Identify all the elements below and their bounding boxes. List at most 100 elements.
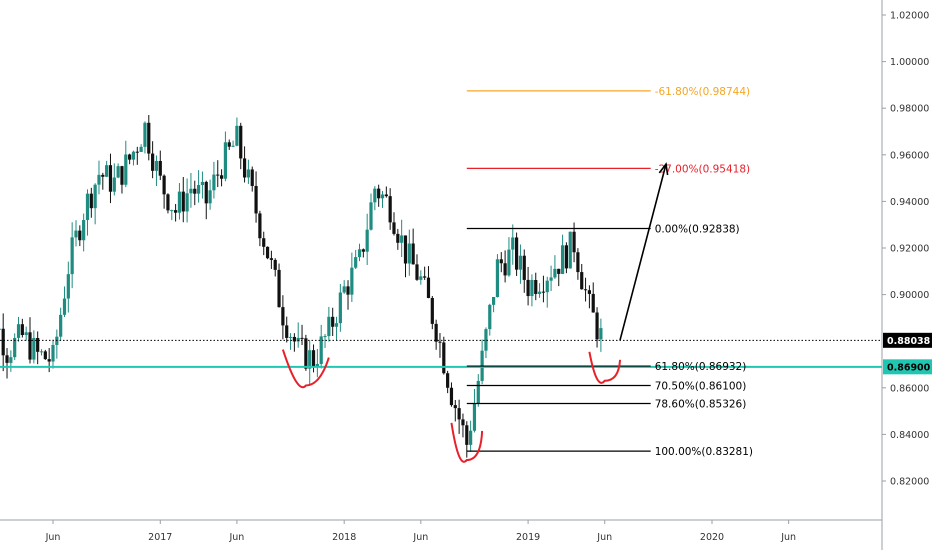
red-curve (281, 349, 330, 389)
candle-body (396, 233, 400, 243)
fib-level-label: -27.00%(0.95418) (655, 163, 750, 175)
candle-body (239, 125, 243, 159)
support-price-badge: 0.86900 (887, 363, 931, 374)
candle-body (154, 160, 159, 171)
candle-body (262, 238, 266, 247)
projection-arrow-head (658, 162, 669, 176)
candle-body (537, 291, 542, 294)
y-tick-label: 0.82000 (890, 477, 929, 488)
candle-body (380, 194, 385, 199)
candle-body (89, 193, 93, 209)
y-tick-label: 1.00000 (890, 57, 929, 68)
candle-body (595, 312, 599, 340)
candle-body (511, 237, 515, 250)
x-tick-label: 2020 (700, 532, 724, 543)
candle-body (541, 291, 546, 293)
candle-body (365, 229, 369, 252)
candle-body (568, 231, 572, 269)
candle-body (292, 336, 296, 342)
candle-body (526, 279, 530, 297)
candle-body (181, 191, 185, 212)
y-tick-label: 0.92000 (890, 244, 929, 255)
candle-body (55, 336, 59, 345)
x-tick-label: 2019 (516, 532, 540, 543)
candle-body (93, 184, 97, 209)
candle-body (338, 292, 342, 324)
candle-body (296, 337, 300, 342)
candle-body (74, 230, 78, 238)
candle-body (39, 351, 44, 353)
candle-body (319, 336, 323, 364)
candle-body (196, 185, 201, 194)
annotations-layer (281, 162, 669, 463)
candle-body (288, 336, 293, 338)
candle-body (373, 188, 377, 203)
candle-body (82, 220, 86, 241)
candle-body (1, 328, 5, 356)
candle-body (392, 222, 396, 234)
candle-body (549, 277, 553, 281)
candle-body (553, 268, 557, 278)
candle-body (472, 403, 477, 431)
candle-body (488, 304, 492, 330)
candle-body (36, 337, 40, 352)
candle-body (530, 280, 534, 297)
fib-level-label: 78.60%(0.85326) (655, 399, 747, 411)
candle-body (16, 324, 21, 338)
candle-body (116, 166, 120, 178)
candle-body (388, 196, 392, 223)
candle-body (147, 122, 151, 154)
last-price-badge-bg (883, 332, 932, 348)
candle-body (442, 342, 446, 374)
candle-body (131, 151, 136, 160)
candle-body (242, 158, 247, 178)
y-tick-label: 0.94000 (890, 197, 929, 208)
candle-body (507, 249, 511, 276)
candle-body (323, 336, 327, 338)
candle-body (465, 425, 469, 445)
candle-body (369, 202, 373, 230)
candle-body (499, 259, 503, 264)
x-tick-label: Jun (412, 532, 428, 543)
fib-level-label: 100.00%(0.83281) (655, 446, 753, 458)
candle-body (357, 249, 362, 258)
candle-body (85, 193, 90, 221)
candle-body (204, 181, 208, 204)
x-tick-label: Jun (45, 532, 61, 543)
candle-body (415, 264, 419, 280)
candle-body (354, 257, 358, 268)
candle-body (219, 175, 224, 179)
x-axis: Jun 2017 Jun 2018 Jun 2019 Jun 2020 Jun (0, 519, 882, 543)
candle-body (78, 230, 82, 241)
candle-body (403, 235, 408, 264)
candle-body (377, 188, 381, 199)
candle-body (560, 245, 565, 274)
candle-body (315, 363, 319, 368)
candle-body (461, 419, 465, 426)
candle-body (128, 154, 132, 160)
candle-body (101, 174, 105, 177)
candle-body (170, 210, 174, 212)
y-axis: 1.02000 1.00000 0.98000 0.96000 0.94000 0.920… (881, 0, 932, 550)
candle-body (342, 286, 346, 293)
candle-body (162, 175, 166, 195)
candle-body (212, 174, 216, 191)
candle-body (503, 263, 507, 276)
candle-body (334, 323, 339, 327)
candle-body (545, 280, 549, 293)
candle-body (231, 145, 235, 147)
x-tick-label: Jun (780, 532, 796, 543)
candle-body (124, 154, 128, 185)
x-tick-label: 2017 (148, 532, 172, 543)
candle-body (564, 245, 569, 269)
candle-body (47, 359, 51, 362)
candle-body (308, 350, 312, 369)
candle-body (346, 286, 350, 295)
fib-level-label: -61.80%(0.98744) (655, 86, 750, 98)
candle-body (250, 169, 254, 186)
candle-body (120, 166, 124, 185)
red-curve (588, 351, 622, 384)
y-tick-label: 0.90000 (890, 290, 929, 301)
candle-body (522, 255, 526, 280)
candle-body (193, 188, 197, 194)
